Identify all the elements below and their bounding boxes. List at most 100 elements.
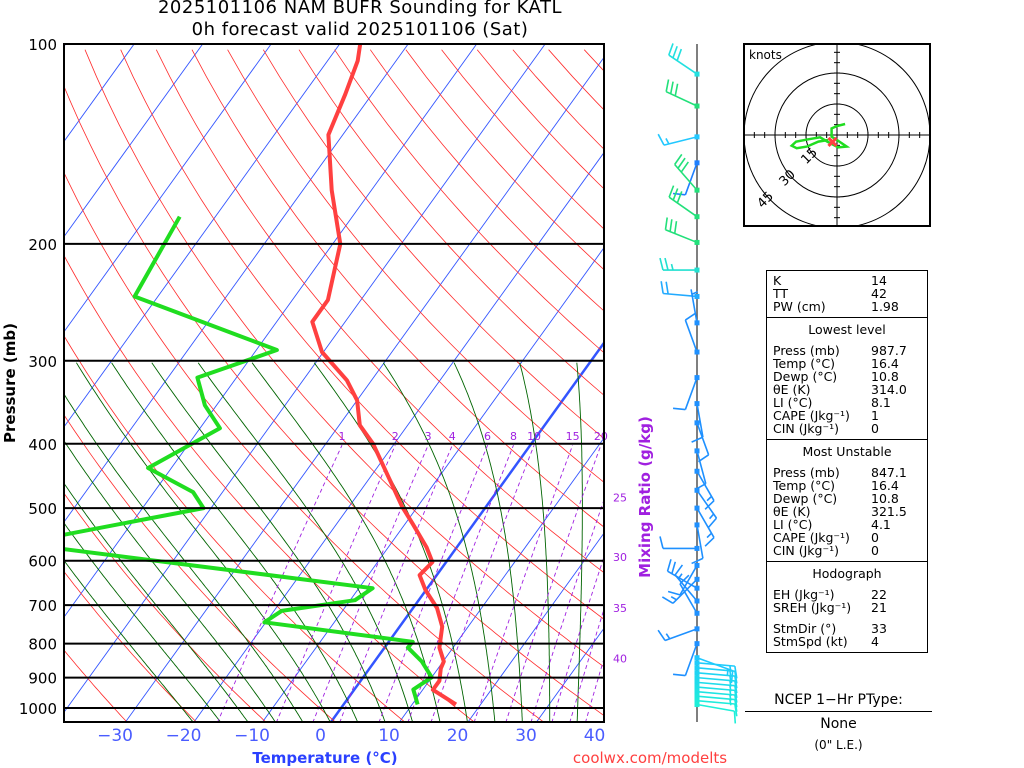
- wind-barb: [694, 505, 715, 547]
- wind-barb-staff: [696, 671, 735, 677]
- wind-barb-staff: [696, 489, 718, 519]
- pressure-tick-label: 100: [28, 36, 57, 54]
- wind-barb-staff: [684, 643, 698, 676]
- isotherm-line: [64, 44, 204, 238]
- wind-barb-staff: [684, 377, 698, 410]
- mixing-ratio-label: 4: [449, 430, 456, 443]
- stats-section-title: Hodograph: [812, 566, 882, 581]
- stats-value: 22: [871, 587, 887, 602]
- plot-frame: [63, 43, 605, 723]
- wind-barb-staff: [696, 470, 715, 502]
- wind-barb: [694, 698, 738, 717]
- stats-row: LI (°C) 8.1: [767, 396, 927, 409]
- stats-label: LI (°C): [773, 395, 813, 410]
- stats-value: 0: [871, 421, 879, 436]
- wind-barb-flag: [664, 217, 668, 230]
- wind-barb-staff: [679, 583, 698, 614]
- wind-barb-half-flag: [665, 633, 671, 640]
- dry-adiabat-line: [155, 49, 604, 574]
- wind-barb-flag: [733, 711, 737, 724]
- wind-barb-staff: [696, 676, 735, 682]
- pressure-tick-label: 700: [28, 597, 57, 615]
- wind-barb-flag: [674, 83, 679, 97]
- chart-title: 2025101106 NAM BUFR Sounding for KATL: [157, 0, 562, 18]
- wind-barb-station: [694, 239, 700, 245]
- temperature-tick-label: −30: [97, 726, 133, 746]
- stats-section-unstable: Most Unstable Press (mb) 847.1 Temp (°C) 16.…: [767, 439, 927, 561]
- moist-adiabat-line: [453, 362, 523, 722]
- wind-barb: [665, 79, 700, 109]
- wind-barb-station: [694, 576, 700, 582]
- wind-barb-flag: [704, 500, 715, 510]
- wind-barb-flag: [734, 703, 738, 717]
- pressure-tick-label: 400: [28, 436, 57, 454]
- stats-row: θE (K) 321.5: [767, 505, 927, 518]
- wind-barb: [691, 401, 704, 443]
- wind-barb-station: [694, 420, 700, 426]
- wind-barb-staff: [667, 570, 698, 589]
- wind-barb-flag: [657, 133, 665, 146]
- dry-adiabat-line: [64, 414, 336, 722]
- moist-adiabat-line: [76, 362, 331, 722]
- pressure-tick-label: 300: [28, 353, 57, 371]
- wind-barb-station: [694, 679, 700, 685]
- stats-row: Press (mb) 987.7: [767, 344, 927, 357]
- hodograph-units-label: knots: [749, 48, 782, 62]
- isotherm-line: [64, 44, 409, 523]
- temperature-tick-label: 0: [315, 726, 326, 746]
- moist-adiabat-line: [64, 559, 194, 722]
- stats-row: CAPE (Jkg⁻¹) 0: [767, 531, 927, 544]
- wind-barb-station: [694, 610, 700, 616]
- isotherm-line: [398, 437, 604, 722]
- wind-barb-flag: [672, 45, 678, 59]
- wind-barb-flag: [657, 629, 666, 641]
- isotherm-line: [64, 44, 478, 618]
- wind-barb-flag: [661, 596, 674, 605]
- wind-barb-staff: [696, 699, 735, 705]
- wind-barb: [666, 559, 700, 591]
- stats-value: 42: [871, 286, 887, 301]
- wind-barb-half-flag: [677, 573, 683, 580]
- wind-barb-station: [694, 505, 700, 511]
- moist-adiabat-line: [576, 362, 583, 722]
- stats-label: StmDir (°): [773, 621, 837, 636]
- dry-adiabat-line: [334, 49, 604, 354]
- stats-label: LI (°C): [773, 517, 813, 532]
- wind-barb-staff: [696, 403, 704, 438]
- stats-row: StmSpd (kt) 4: [767, 635, 927, 648]
- stats-value: 8.1: [871, 395, 891, 410]
- wind-barb-station: [694, 293, 700, 299]
- mixing-ratio-line: [430, 445, 535, 722]
- wind-barb: [684, 312, 700, 355]
- mixing-ratio-line: [505, 445, 602, 722]
- stats-value: 16.4: [871, 356, 899, 371]
- wind-barb-staff: [674, 163, 698, 191]
- wind-barb-flag: [671, 561, 677, 574]
- stats-label: Dewp (°C): [773, 491, 838, 506]
- stats-value: 1.98: [871, 299, 899, 314]
- wind-barb-station: [694, 598, 700, 604]
- wind-barb-station: [694, 401, 700, 407]
- precip-type-panel: NCEP 1−Hr PType: None (0" L.E.): [745, 692, 932, 752]
- stats-value: 321.5: [871, 504, 907, 519]
- wind-barb-station: [694, 655, 700, 661]
- wind-barb-flag: [665, 79, 670, 92]
- wind-barb-station: [694, 585, 700, 591]
- wind-barb-flag: [691, 436, 704, 443]
- wind-barb-half-flag: [691, 291, 698, 296]
- mixing-ratio-line: [407, 445, 514, 722]
- mixing-ratio-label: 6: [484, 430, 491, 443]
- stats-value: 0: [871, 530, 879, 545]
- stats-value: 314.0: [871, 382, 907, 397]
- isotherm-line: [193, 151, 604, 722]
- ptype-liquid-equivalent: (0" L.E.): [814, 738, 863, 752]
- wind-barb-flag: [669, 219, 673, 232]
- wind-barb: [657, 626, 700, 642]
- stats-row: SREH (Jkg⁻¹) 21: [767, 601, 927, 614]
- wind-barb: [694, 487, 718, 528]
- stats-label: CIN (Jkg⁻¹): [773, 421, 839, 436]
- wind-barb-station: [694, 675, 700, 681]
- dry-adiabat-line: [64, 335, 406, 722]
- wind-barb-flag: [669, 81, 674, 94]
